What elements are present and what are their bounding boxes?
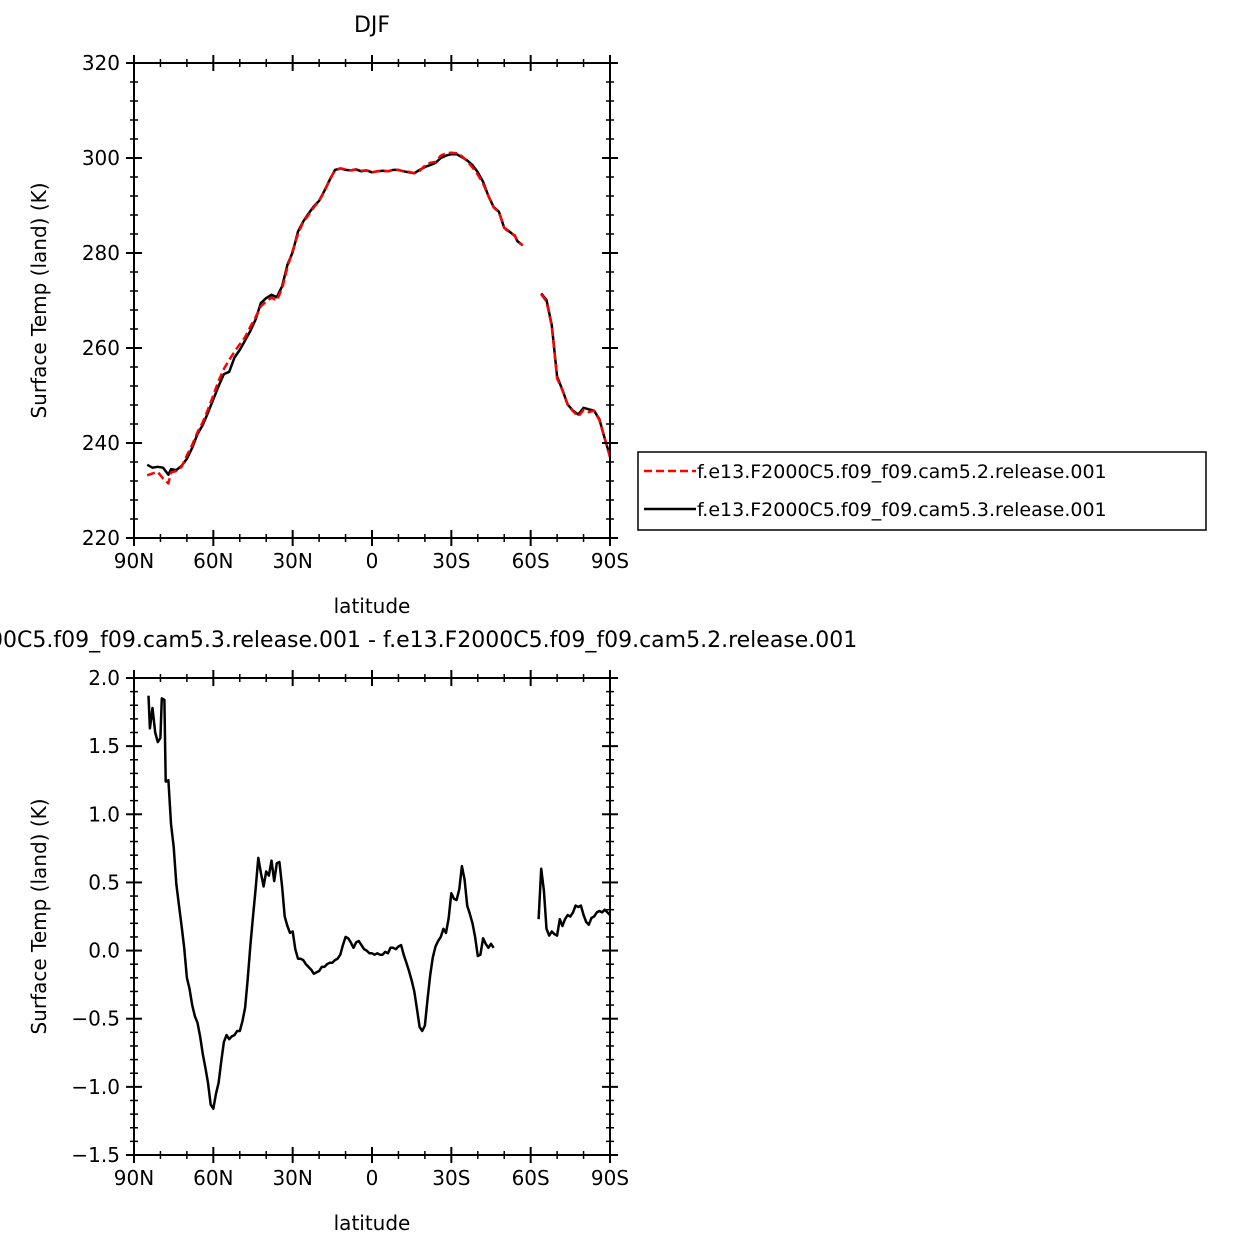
top-chart-y-tick-labels: 320 300 280 260 240 220 xyxy=(82,51,120,550)
y-tick-label: 320 xyxy=(82,51,120,75)
series-line xyxy=(537,867,611,937)
x-tick-label: 90S xyxy=(591,549,629,573)
x-tick-label: 30S xyxy=(432,1166,470,1190)
y-tick-label: −0.5 xyxy=(71,1007,120,1031)
x-tick-label: 90N xyxy=(114,1166,154,1190)
y-tick-label: 0.0 xyxy=(88,939,120,963)
x-tick-label: 60S xyxy=(512,1166,550,1190)
series-line xyxy=(146,152,524,477)
bottom-chart-series xyxy=(147,695,611,1110)
legend-label: f.e13.F2000C5.f09_f09.cam5.3.release.001 xyxy=(697,499,1107,521)
top-chart-tick-marks xyxy=(126,55,618,546)
chart-legend: f.e13.F2000C5.f09_f09.cam5.2.release.001… xyxy=(637,451,1207,531)
bottom-chart-panel: 90N 60N 30N 0 30S 60S 90S 2.0 1.5 1.0 0.5 0.0 −0.5 −… xyxy=(0,628,857,1235)
y-tick-label: 260 xyxy=(82,336,120,360)
series-line xyxy=(540,293,612,458)
y-tick-label: 1.5 xyxy=(88,734,120,758)
series-line xyxy=(540,292,612,457)
series-line xyxy=(146,151,524,485)
top-chart-x-tick-labels: 90N 60N 30N 0 30S 60S 90S xyxy=(114,549,629,573)
y-tick-label: −1.0 xyxy=(71,1075,120,1099)
bottom-chart-x-tick-labels: 90N 60N 30N 0 30S 60S 90S xyxy=(114,1166,629,1190)
bottom-chart-tick-marks xyxy=(126,670,618,1163)
top-chart-series xyxy=(146,151,612,485)
y-tick-label: 240 xyxy=(82,431,120,455)
top-chart-panel: 90N 60N 30N 0 30S 60S 90S 320 300 280 260 240 220 D… xyxy=(27,13,629,618)
legend-label: f.e13.F2000C5.f09_f09.cam5.2.release.001 xyxy=(697,461,1107,483)
legend-entry: f.e13.F2000C5.f09_f09.cam5.2.release.001 xyxy=(644,461,1107,483)
legend-entry: f.e13.F2000C5.f09_f09.cam5.3.release.001 xyxy=(644,499,1107,521)
bottom-chart-x-axis-label: latitude xyxy=(334,1211,411,1235)
y-tick-label: 280 xyxy=(82,241,120,265)
bottom-chart-y-axis-label: Surface Temp (land) (K) xyxy=(27,798,51,1034)
top-chart-y-axis-label: Surface Temp (land) (K) xyxy=(27,182,51,418)
x-tick-label: 60N xyxy=(193,549,233,573)
x-tick-label: 0 xyxy=(366,549,379,573)
x-tick-label: 60S xyxy=(512,549,550,573)
y-tick-label: 2.0 xyxy=(88,666,120,690)
bottom-chart-title: f.e13.F2000C5.f09_f09.cam5.3.release.001… xyxy=(0,628,857,653)
bottom-chart-y-tick-labels: 2.0 1.5 1.0 0.5 0.0 −0.5 −1.0 −1.5 xyxy=(71,666,120,1167)
series-line xyxy=(147,695,495,1110)
x-tick-label: 90S xyxy=(591,1166,629,1190)
y-tick-label: 1.0 xyxy=(88,802,120,826)
y-tick-label: 220 xyxy=(82,526,120,550)
top-chart-x-axis-label: latitude xyxy=(334,594,411,618)
top-chart-frame xyxy=(133,62,611,539)
y-tick-label: −1.5 xyxy=(71,1143,120,1167)
top-chart-title: DJF xyxy=(354,13,390,38)
legend-box xyxy=(637,451,1207,531)
x-tick-label: 60N xyxy=(193,1166,233,1190)
x-tick-label: 0 xyxy=(366,1166,379,1190)
bottom-chart-frame xyxy=(133,677,611,1156)
y-tick-label: 0.5 xyxy=(88,870,120,894)
x-tick-label: 30N xyxy=(272,1166,312,1190)
x-tick-label: 90N xyxy=(114,549,154,573)
x-tick-label: 30N xyxy=(272,549,312,573)
y-tick-label: 300 xyxy=(82,146,120,170)
x-tick-label: 30S xyxy=(432,549,470,573)
